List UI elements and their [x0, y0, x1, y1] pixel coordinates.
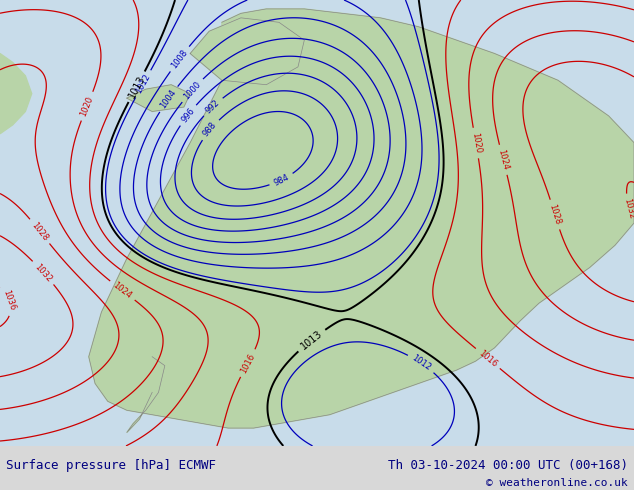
Text: 984: 984	[273, 172, 290, 188]
Text: 1012: 1012	[410, 354, 432, 373]
Text: 1016: 1016	[477, 348, 499, 368]
Text: 988: 988	[202, 121, 219, 139]
Polygon shape	[0, 53, 32, 134]
Polygon shape	[89, 9, 634, 428]
Text: Surface pressure [hPa] ECMWF: Surface pressure [hPa] ECMWF	[6, 459, 216, 472]
Text: 1012: 1012	[134, 73, 152, 95]
Text: 992: 992	[204, 98, 222, 115]
Text: 1013: 1013	[299, 329, 324, 352]
Text: 1036: 1036	[1, 289, 16, 312]
Text: 1032: 1032	[622, 197, 634, 220]
Text: 1028: 1028	[30, 220, 50, 243]
Text: 1008: 1008	[170, 48, 190, 70]
Text: 1000: 1000	[182, 79, 203, 101]
Text: © weatheronline.co.uk: © weatheronline.co.uk	[486, 478, 628, 488]
Text: 1016: 1016	[239, 352, 257, 374]
Text: 1032: 1032	[33, 262, 54, 284]
Text: 996: 996	[179, 106, 197, 124]
Text: 1004: 1004	[158, 88, 178, 110]
Polygon shape	[190, 18, 304, 85]
Text: Th 03-10-2024 00:00 UTC (00+168): Th 03-10-2024 00:00 UTC (00+168)	[387, 459, 628, 472]
Text: 1013: 1013	[127, 74, 147, 100]
Text: 1028: 1028	[548, 203, 562, 226]
Text: 1020: 1020	[470, 132, 482, 154]
Text: 1024: 1024	[112, 281, 134, 300]
Polygon shape	[127, 85, 190, 112]
Polygon shape	[127, 357, 165, 433]
Text: 1024: 1024	[496, 148, 510, 171]
Text: 1020: 1020	[79, 95, 95, 118]
